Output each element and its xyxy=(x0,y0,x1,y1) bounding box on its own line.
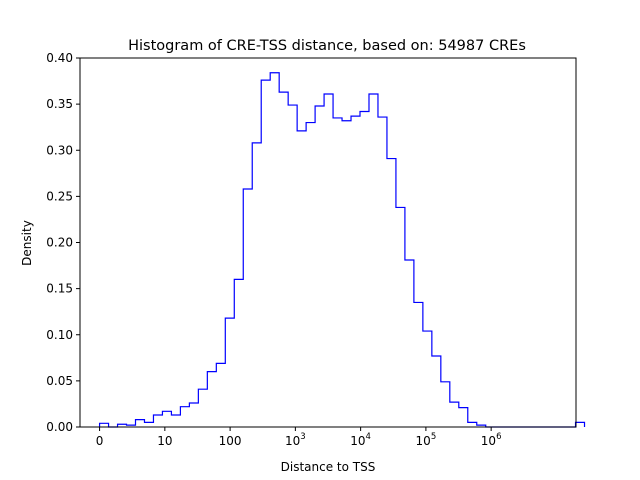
y-tick-label: 0.10 xyxy=(46,328,73,342)
x-tick-label: 100 xyxy=(219,434,242,448)
x-tick-exponent: 5 xyxy=(431,432,436,442)
y-tick-label: 0.25 xyxy=(46,189,73,203)
y-tick-label: 0.00 xyxy=(46,420,73,434)
x-tick-base: 10 xyxy=(157,434,172,448)
plot-area xyxy=(79,57,586,428)
x-tick-base: 100 xyxy=(219,434,242,448)
x-tick-exponent: 3 xyxy=(300,432,305,442)
x-tick-label: 105 xyxy=(416,432,437,448)
x-tick-exponent: 4 xyxy=(366,432,371,442)
x-tick-base: 0 xyxy=(96,434,104,448)
x-tick-label: 106 xyxy=(481,432,502,448)
y-tick-label: 0.05 xyxy=(46,374,73,388)
y-tick-label: 0.20 xyxy=(46,236,73,250)
y-tick-label: 0.15 xyxy=(46,282,73,296)
x-tick-base: 10 xyxy=(350,434,365,448)
x-axis-label: Distance to TSS xyxy=(281,460,376,474)
y-axis: 0.00 0.05 0.10 0.15 0.20 0.25 0.30 0.35 0.40 xyxy=(46,51,80,434)
x-tick-label: 0 xyxy=(96,434,104,448)
x-tick-base: 10 xyxy=(481,434,496,448)
y-tick-label: 0.30 xyxy=(46,143,73,157)
x-tick-exponent: 6 xyxy=(496,432,501,442)
histogram-step-line xyxy=(98,72,586,428)
plot-background xyxy=(80,58,576,427)
x-tick-label: 103 xyxy=(285,432,306,448)
x-axis: 0 10 100 103 104 105 106 xyxy=(96,427,502,448)
x-tick-base: 10 xyxy=(285,434,300,448)
x-tick-label: 10 xyxy=(157,434,172,448)
y-tick-label: 0.35 xyxy=(46,97,73,111)
chart-title: Histogram of CRE-TSS distance, based on:… xyxy=(128,38,526,54)
x-tick-base: 10 xyxy=(416,434,431,448)
y-tick-label: 0.40 xyxy=(46,51,73,65)
y-axis-label: Density xyxy=(20,220,34,266)
x-tick-label: 104 xyxy=(350,432,371,448)
